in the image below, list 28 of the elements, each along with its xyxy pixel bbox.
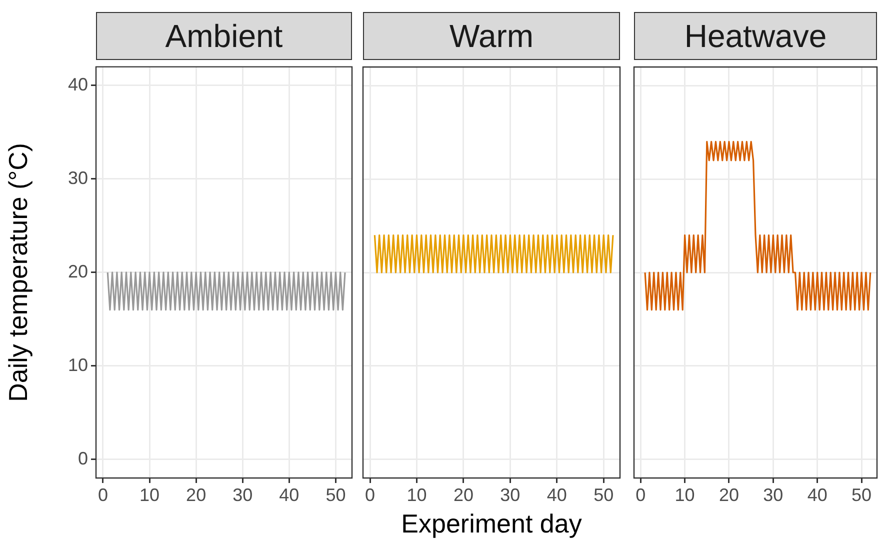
x-tick-label: 10: [140, 484, 160, 505]
x-tick-label: 30: [232, 484, 253, 505]
x-tick-label: 10: [674, 484, 695, 505]
y-tick-label: 40: [68, 74, 88, 94]
chart-title: Ambient: [96, 12, 352, 60]
x-tick-label: 0: [98, 484, 108, 505]
x-tick-label: 50: [326, 484, 346, 505]
y-axis-title: Daily temperature (°C): [2, 142, 33, 402]
x-tick-label: 20: [186, 484, 206, 505]
x-tick-label: 50: [852, 484, 872, 505]
x-tick-label: 40: [807, 484, 828, 505]
x-tick-label: 40: [279, 484, 300, 505]
x-tick-label: 10: [406, 484, 427, 505]
x-tick-label: 40: [546, 484, 567, 505]
x-tick-label: 30: [763, 484, 784, 505]
y-tick-label: 10: [68, 354, 88, 375]
x-tick-label: 30: [500, 484, 520, 505]
y-tick-label: 0: [78, 448, 88, 468]
x-tick-label: 20: [718, 484, 740, 505]
x-tick-label: 20: [453, 484, 474, 505]
x-tick-label: 0: [636, 484, 646, 505]
chart-title: Warm: [363, 12, 620, 60]
chart-title: Heatwave: [634, 12, 877, 60]
y-tick-label: 30: [68, 168, 88, 188]
y-tick-label: 20: [68, 261, 88, 282]
x-tick-label: 50: [594, 484, 614, 505]
x-tick-label: 0: [365, 484, 376, 505]
x-axis-title: Experiment day: [401, 508, 582, 539]
